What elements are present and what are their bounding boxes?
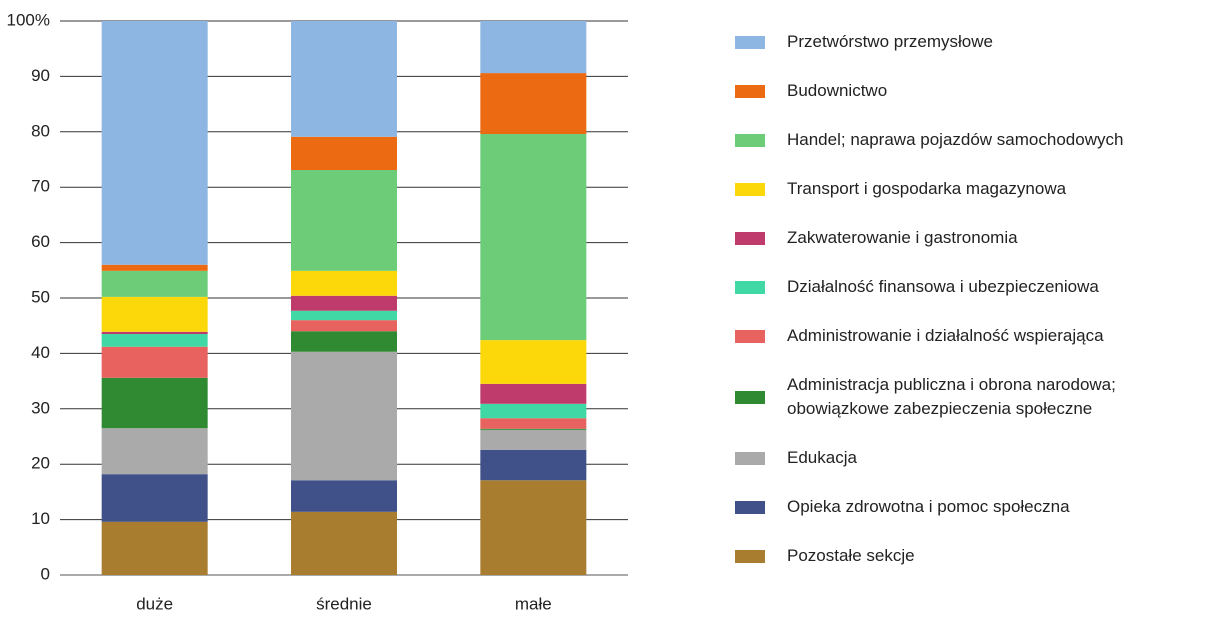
bar-segment [101,474,208,522]
legend-item: Administrowanie i działalność wspierając… [735,324,1215,348]
legend-label: Działalność finansowa i ubezpieczeniowa [787,277,1099,296]
y-tick-label: 0 [41,564,50,583]
legend: Przetwórstwo przemysłowe Budownictwo Hande… [735,30,1215,568]
chart: 0 10 20 30 40 50 60 70 80 90 100% duże średnie małe [7,10,628,613]
bar-segment [480,449,587,481]
legend-item: Działalność finansowa i ubezpieczeniowa [735,275,1215,299]
bar-segment [480,21,587,74]
legend-swatch [735,500,765,514]
bar-segment [291,310,397,321]
legend-label: Przetwórstwo przemysłowe [787,32,993,51]
y-tick-label: 100% [7,10,50,29]
bar-segment [291,511,397,575]
legend-swatch [735,549,765,563]
legend-swatch [735,182,765,196]
y-tick-label: 40 [31,343,50,362]
bar-segment [291,136,397,171]
bar-segment [101,270,208,297]
legend-swatch [735,35,765,49]
legend-item: Budownictwo [735,79,1215,103]
bar-segment [480,480,587,575]
bar-segment [101,428,208,475]
legend-item: Opieka zdrowotna i pomoc społeczna [735,495,1215,519]
bar-segment [101,334,208,347]
bar-segment [480,73,587,135]
bar-segment [291,331,397,352]
legend-item: Transport i gospodarka magazynowa [735,177,1215,201]
legend-label: Zakwaterowanie i gastronomia [787,228,1018,247]
bar-segment [291,480,397,512]
legend-label: Budownictwo [787,81,888,100]
legend-item: Edukacja [735,446,1215,470]
bar-segment [291,320,397,332]
legend-swatch [735,280,765,294]
legend-swatch [735,84,765,98]
legend-swatch [735,451,765,465]
legend-label: Handel; naprawa pojazdów samochodowych [787,130,1124,149]
bar-segment [480,429,587,450]
legend-label: Opieka zdrowotna i pomoc społeczna [787,497,1070,516]
bar-segment [480,418,587,429]
y-tick-label: 30 [31,398,50,417]
bar-segment [480,403,587,419]
bar-segment [480,428,587,430]
legend-item: Administracja publiczna i obrona narodow… [735,373,1215,421]
legend-item: Przetwórstwo przemysłowe [735,30,1215,54]
y-tick-label: 80 [31,121,50,140]
legend-swatch [735,390,765,404]
bar-segment [101,296,208,332]
bar-segment [101,346,208,378]
legend-label: Administrowanie i działalność wspierając… [787,326,1104,345]
x-tick-label: średnie [316,594,372,613]
y-tick-label: 20 [31,454,50,473]
x-tick-label: duże [136,594,173,613]
bar-segment [101,377,208,429]
bar-segment [480,340,587,384]
y-tick-label: 50 [31,287,50,306]
legend-label: Administracja publiczna i obrona narodow… [787,375,1116,418]
bar-segment [480,383,587,404]
y-tick-label: 90 [31,66,50,85]
legend-swatch [735,231,765,245]
bar-segment [291,295,397,311]
bar-segment [101,21,208,265]
legend-label: Edukacja [787,448,857,467]
legend-label: Pozostałe sekcje [787,546,915,565]
bar-segment [480,134,587,341]
legend-swatch [735,133,765,147]
bar-segment [101,264,208,271]
y-tick-label: 60 [31,232,50,251]
legend-swatch [735,329,765,343]
legend-item: Zakwaterowanie i gastronomia [735,226,1215,250]
legend-item: Handel; naprawa pojazdów samochodowych [735,128,1215,152]
legend-label: Transport i gospodarka magazynowa [787,179,1067,198]
bar-segment [101,331,208,335]
bar-segment [291,21,397,137]
bar-segment [291,351,397,481]
x-tick-label: małe [515,594,552,613]
bar-segment [291,170,397,271]
y-tick-label: 10 [31,509,50,528]
bar-segment [101,521,208,575]
y-tick-label: 70 [31,177,50,196]
bar-segment [291,270,397,296]
legend-item: Pozostałe sekcje [735,544,1215,568]
